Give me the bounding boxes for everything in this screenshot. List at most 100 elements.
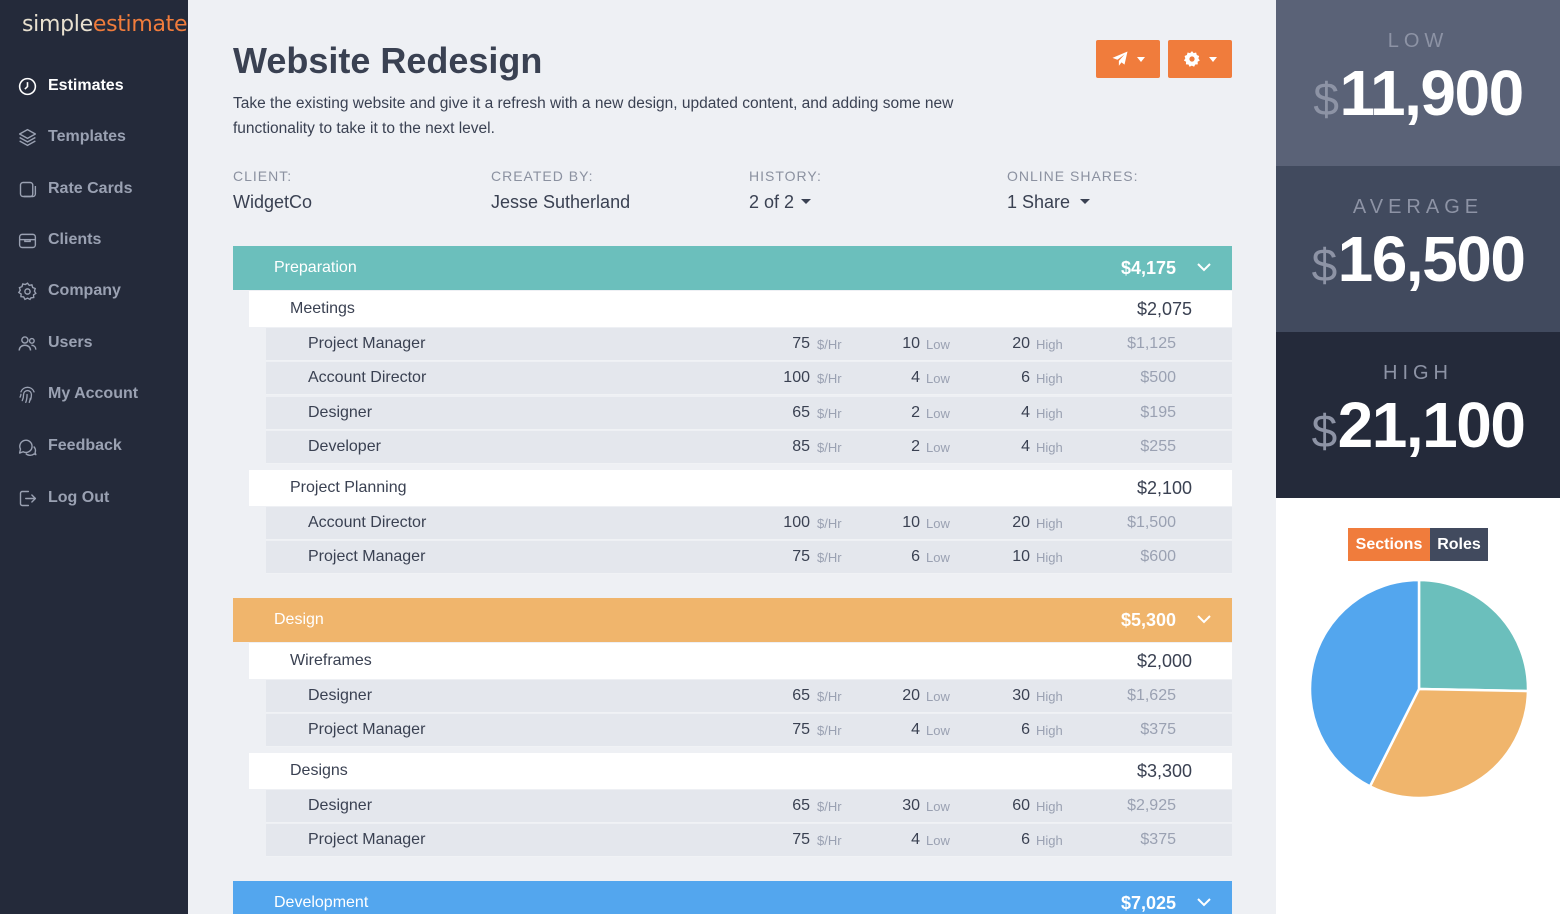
tab-sections[interactable]: Sections [1348,528,1430,561]
rate-value: 75 [792,721,810,738]
sidebar-item-label: Feedback [48,437,122,454]
card-icon [16,178,38,200]
online-shares-dropdown[interactable]: 1 Share [1007,192,1138,213]
rate-value: 75 [792,335,810,352]
sidebar: simpleestimate Estimates Templates Rate … [0,0,188,914]
summary-panel: LOW $11,900 AVERAGE $16,500 HIGH $21,100… [1276,0,1560,914]
group-row-wireframes[interactable]: Wireframes $2,000 [249,643,1232,679]
sidebar-item-users[interactable]: Users [16,330,186,356]
group-total: $2,075 [1136,299,1192,319]
role-amount: $1,125 [1127,335,1176,352]
briefcase-icon [16,229,38,251]
send-button[interactable] [1096,40,1160,78]
rate-value: 65 [792,797,810,814]
section-header-development[interactable]: Development $7,025 [233,881,1232,914]
pie-slice-preparation[interactable] [1417,578,1530,693]
section-name: Development [274,894,369,911]
rate-unit: $/Hr [817,440,842,455]
high-unit: High [1036,799,1063,814]
low-hours: 20 [902,687,920,704]
pie-slice-design[interactable] [1368,687,1530,800]
average-amount: 16,500 [1337,223,1526,295]
role-row[interactable]: Account Director 100 $/Hr 4 Low 6 High $… [266,362,1232,395]
role-amount: $195 [1140,404,1176,421]
high-hours: 20 [1012,514,1030,531]
client-label: CLIENT: [233,168,293,184]
rate-value: 75 [792,831,810,848]
chevron-down-icon [1209,56,1217,62]
role-row[interactable]: Designer 65 $/Hr 20 Low 30 High $1,625 [266,680,1232,713]
high-hours: 20 [1012,335,1030,352]
section-total: $5,300 [1120,609,1176,630]
rate-value: 100 [783,514,810,531]
sidebar-item-label: My Account [48,385,139,402]
low-value: $11,900 [1276,56,1560,130]
sidebar-item-company[interactable]: Company [16,278,186,304]
history-value: 2 of 2 [749,192,795,212]
chevron-down-icon[interactable] [1196,894,1212,910]
average-estimate-card: AVERAGE $16,500 [1276,166,1560,332]
high-hours: 4 [1021,438,1030,455]
section-header-preparation[interactable]: Preparation $4,175 [233,246,1232,290]
rate-unit: $/Hr [817,371,842,386]
role-row[interactable]: Project Manager 75 $/Hr 4 Low 6 High $37… [266,824,1232,857]
sidebar-item-my-account[interactable]: My Account [16,381,186,407]
group-row-designs[interactable]: Designs $3,300 [249,753,1232,789]
low-unit: Low [926,550,950,565]
role-amount: $600 [1140,548,1176,565]
role-row[interactable]: Account Director 100 $/Hr 10 Low 20 High… [266,507,1232,540]
high-hours: 30 [1012,687,1030,704]
rate-unit: $/Hr [817,799,842,814]
sidebar-item-estimates[interactable]: Estimates [16,73,186,99]
chevron-down-icon [1080,199,1091,204]
role-name: Designer [308,687,373,704]
sidebar-item-log-out[interactable]: Log Out [16,485,186,511]
pie-slice-development[interactable] [1308,578,1421,789]
low-unit: Low [926,440,950,455]
app-logo[interactable]: simpleestimate [22,12,188,37]
client-value: WidgetCo [233,192,313,212]
high-unit: High [1036,833,1063,848]
rate-unit: $/Hr [817,550,842,565]
chevron-down-icon[interactable] [1196,259,1212,275]
role-row[interactable]: Project Manager 75 $/Hr 6 Low 10 High $6… [266,541,1232,574]
role-amount: $375 [1140,721,1176,738]
chevron-down-icon [1137,56,1145,62]
tab-roles[interactable]: Roles [1430,528,1488,561]
high-value: $21,100 [1276,388,1560,462]
main-content: Website Redesign Take the existing websi… [188,0,1276,914]
created-by-value: Jesse Sutherland [491,192,631,212]
chevron-down-icon[interactable] [1196,611,1212,627]
role-amount: $255 [1140,438,1176,455]
role-name: Account Director [308,369,427,386]
sidebar-item-label: Estimates [48,77,124,94]
high-hours: 6 [1021,721,1030,738]
role-row[interactable]: Designer 65 $/Hr 2 Low 4 High $195 [266,397,1232,430]
sidebar-item-rate-cards[interactable]: Rate Cards [16,176,186,202]
section-header-design[interactable]: Design $5,300 [233,598,1232,642]
role-row[interactable]: Project Manager 75 $/Hr 10 Low 20 High $… [266,328,1232,361]
section-total: $4,175 [1120,257,1176,278]
rate-unit: $/Hr [817,406,842,421]
section-name: Preparation [274,259,357,276]
sidebar-item-clients[interactable]: Clients [16,227,186,253]
online-shares-value: 1 Share [1007,192,1071,212]
group-row-project-planning[interactable]: Project Planning $2,100 [249,470,1232,506]
average-value: $16,500 [1276,222,1560,296]
role-amount: $500 [1140,369,1176,386]
role-row[interactable]: Developer 85 $/Hr 2 Low 4 High $255 [266,431,1232,464]
gear-icon [16,280,38,302]
rate-value: 75 [792,548,810,565]
role-row[interactable]: Project Manager 75 $/Hr 4 Low 6 High $37… [266,714,1232,747]
role-name: Designer [308,797,373,814]
settings-button[interactable] [1168,40,1232,78]
low-unit: Low [926,689,950,704]
history-dropdown[interactable]: 2 of 2 [749,192,822,213]
sidebar-item-feedback[interactable]: Feedback [16,433,186,459]
sidebar-item-templates[interactable]: Templates [16,124,186,150]
high-unit: High [1036,550,1063,565]
group-total: $2,100 [1136,478,1192,498]
group-row-meetings[interactable]: Meetings $2,075 [249,291,1232,327]
role-row[interactable]: Designer 65 $/Hr 30 Low 60 High $2,925 [266,790,1232,823]
high-hours: 10 [1012,548,1030,565]
